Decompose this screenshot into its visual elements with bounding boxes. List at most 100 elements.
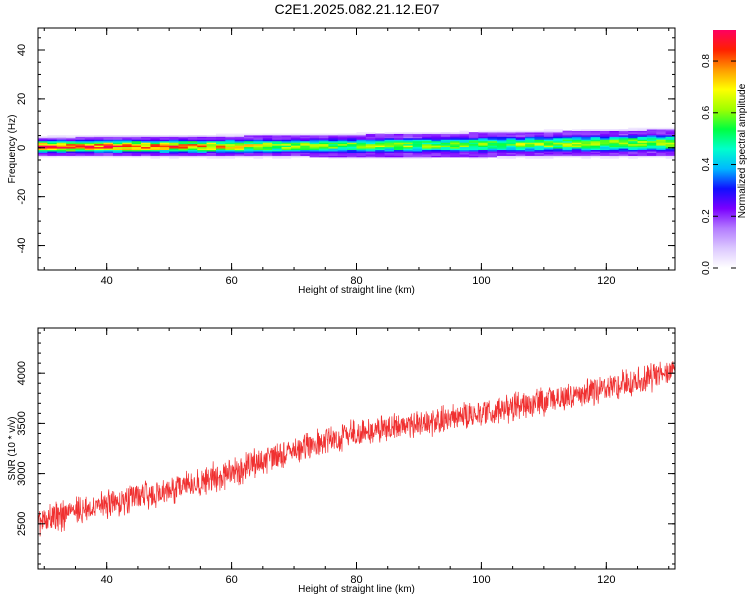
heatmap-cell [665, 148, 676, 151]
heatmap-cell [197, 145, 207, 148]
heatmap-cell [440, 132, 451, 134]
heatmap-cell [197, 143, 207, 146]
heatmap-cell [590, 142, 601, 145]
heatmap-cell [403, 155, 414, 158]
heatmap-cell [581, 140, 591, 143]
heatmap-cell [665, 130, 676, 133]
heatmap-cell [581, 152, 591, 155]
heatmap-cell [225, 154, 236, 156]
heatmap-cell [75, 151, 86, 153]
heatmap-cell [356, 154, 367, 156]
heatmap-cell [206, 152, 217, 155]
heatmap-cell [590, 138, 601, 140]
heatmap-cell [609, 149, 620, 152]
heatmap-cell [159, 143, 170, 146]
heatmap-cell [319, 149, 329, 152]
heatmap-cell [262, 142, 273, 145]
heatmap-cell [178, 154, 189, 156]
heatmap-cell [497, 140, 507, 143]
heatmap-cell [628, 138, 638, 140]
heatmap-cell [618, 145, 629, 148]
heatmap-cell [300, 148, 310, 151]
heatmap-cell [122, 139, 132, 142]
heatmap-cell [150, 138, 161, 140]
heatmap-cell [515, 145, 526, 148]
heatmap-cell [403, 133, 414, 136]
heatmap-cell [534, 130, 545, 133]
heatmap-cell [440, 146, 451, 149]
heatmap-cell [356, 157, 367, 159]
heatmap-cell [497, 149, 507, 152]
heatmap-cell [56, 142, 67, 145]
heatmap-cell [290, 155, 301, 158]
heatmap-cell [375, 143, 385, 146]
heatmap-cell [94, 149, 104, 152]
heatmap-cell [637, 140, 648, 143]
heatmap-cell [487, 151, 498, 153]
heatmap-cell [646, 127, 657, 130]
heatmap-cell [637, 154, 648, 156]
heatmap-cell [431, 155, 442, 158]
heatmap-cell [637, 139, 648, 142]
heatmap-cell [375, 133, 385, 136]
heatmap-cell [478, 151, 488, 153]
heatmap-cell [84, 145, 95, 148]
heatmap-cell [38, 143, 48, 146]
heatmap-cell [365, 157, 376, 159]
heatmap-cell [422, 136, 432, 139]
x-tick-label: 60 [225, 574, 237, 586]
heatmap-cell [656, 140, 666, 143]
heatmap-cell [169, 155, 179, 158]
heatmap-cell [94, 138, 104, 140]
heatmap-cell [422, 157, 432, 159]
heatmap-cell [525, 152, 535, 155]
heatmap-cell [450, 146, 460, 149]
heatmap-cell [272, 157, 282, 159]
heatmap-cell [403, 146, 414, 149]
heatmap-cell [337, 139, 348, 142]
heatmap-cell [38, 145, 48, 148]
heatmap-cell [543, 132, 554, 134]
heatmap-cell [66, 146, 76, 149]
heatmap-cell [609, 140, 620, 143]
heatmap-cell [459, 155, 470, 158]
heatmap-cell [590, 140, 601, 143]
heatmap-cell [225, 145, 236, 148]
heatmap-cell [309, 143, 320, 146]
heatmap-cell [253, 133, 264, 136]
heatmap-cell [244, 143, 254, 146]
heatmap-cell [665, 151, 676, 153]
heatmap-cell [487, 146, 498, 149]
heatmap-cell [112, 140, 123, 143]
heatmap-cell [393, 148, 404, 151]
heatmap-cell [571, 132, 582, 134]
heatmap-cell [262, 149, 273, 152]
heatmap-cell [487, 149, 498, 152]
heatmap-cell [506, 143, 517, 146]
heatmap-cell [403, 157, 414, 159]
heatmap-cell [122, 145, 132, 148]
heatmap-cell [600, 155, 610, 158]
heatmap-cell [47, 146, 58, 149]
heatmap-cell [515, 148, 526, 151]
heatmap-cell [450, 136, 460, 139]
heatmap-cell [253, 142, 264, 145]
heatmap-cell [384, 133, 395, 136]
heatmap-cell [84, 138, 95, 140]
heatmap-cell [534, 157, 545, 159]
heatmap-cell [206, 143, 217, 146]
heatmap-cell [581, 139, 591, 142]
heatmap-cell [412, 154, 423, 156]
heatmap-cell [665, 136, 676, 139]
heatmap-cell [525, 133, 535, 136]
heatmap-cell [253, 155, 264, 158]
heatmap-cell [187, 151, 198, 153]
heatmap-cell [206, 151, 217, 153]
heatmap-cell [534, 139, 545, 142]
heatmap-cell [506, 138, 517, 140]
heatmap-cell [497, 132, 507, 134]
heatmap-cell [628, 127, 638, 130]
heatmap-cell [403, 145, 414, 148]
heatmap-cell [375, 146, 385, 149]
heatmap-cell [309, 146, 320, 149]
